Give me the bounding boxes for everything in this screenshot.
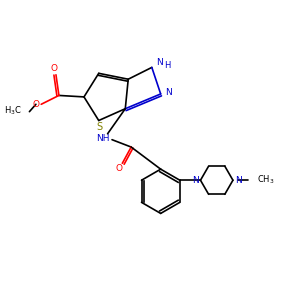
Text: O: O [32,100,39,109]
Text: CH$_3$: CH$_3$ [256,174,274,187]
Text: H$_3$C: H$_3$C [4,104,22,117]
Text: O: O [50,64,57,74]
Text: O: O [116,164,123,173]
Text: N: N [166,88,172,97]
Text: H: H [164,61,170,70]
Text: S: S [96,122,102,132]
Text: N: N [192,176,199,185]
Text: N: N [156,58,163,68]
Text: N: N [235,176,242,185]
Text: NH: NH [96,134,110,143]
